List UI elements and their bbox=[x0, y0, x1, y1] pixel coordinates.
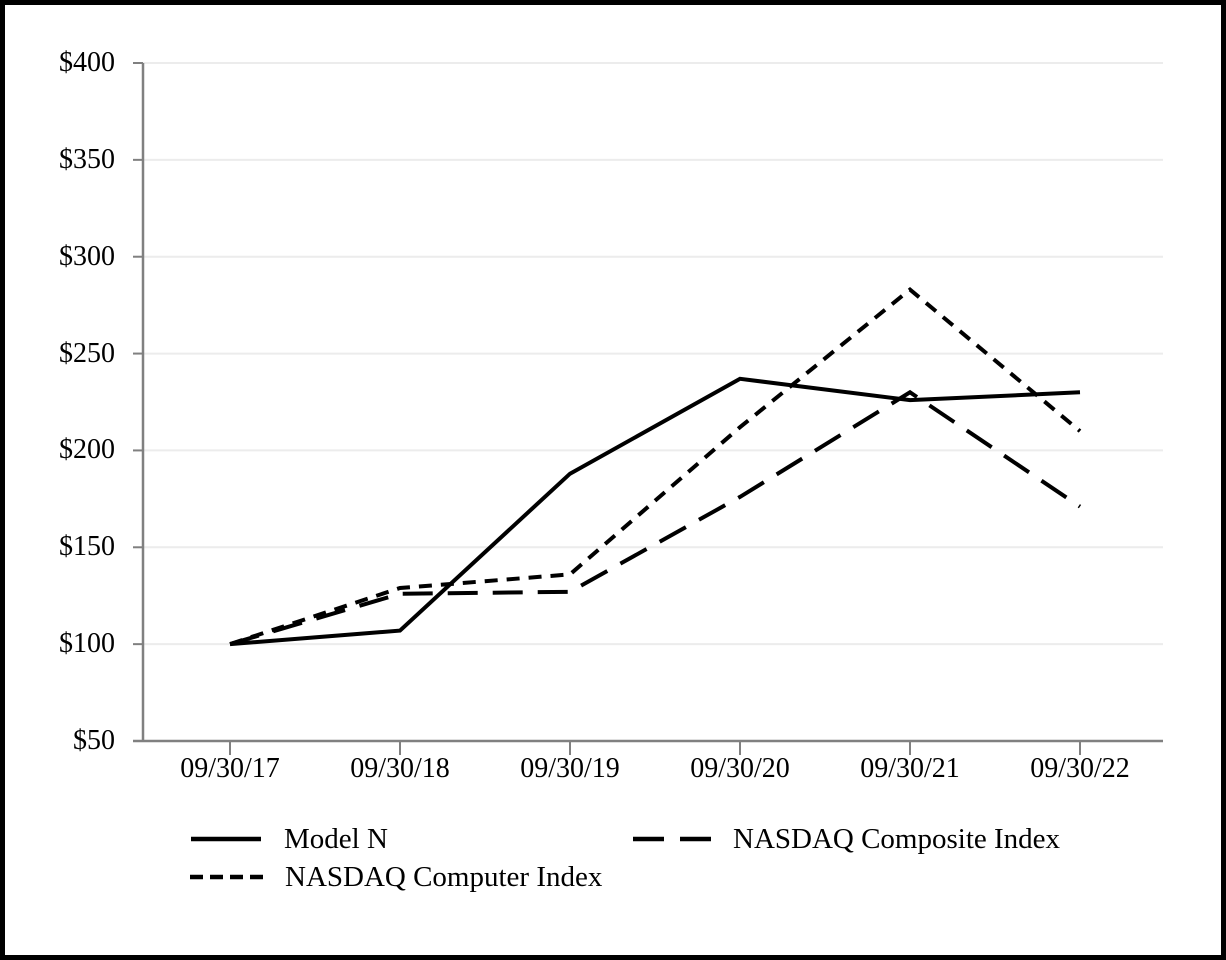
legend-item-nasdaq-computer: NASDAQ Computer Index bbox=[190, 859, 602, 895]
series-line-nasdaq-composite-index bbox=[229, 389, 1082, 647]
solid-line-swatch bbox=[191, 836, 261, 842]
y-axis-tick-label: $250 bbox=[59, 337, 115, 369]
x-axis-tick-label: 09/30/21 bbox=[860, 753, 960, 784]
legend-item-model-n: Model N bbox=[190, 821, 388, 857]
y-axis-tick-label: $400 bbox=[59, 47, 115, 78]
legend-label-model-n: Model N bbox=[284, 823, 388, 855]
y-axis-tick-label: $150 bbox=[59, 531, 115, 563]
y-axis-tick-label: $50 bbox=[73, 725, 115, 756]
legend-item-nasdaq-composite: NASDAQ Composite Index bbox=[633, 821, 1060, 857]
series-line-model-n bbox=[229, 376, 1081, 647]
y-axis-tick-label: $350 bbox=[59, 143, 115, 175]
y-axis-tick-label: $200 bbox=[59, 434, 115, 466]
x-axis-tick-label: 09/30/18 bbox=[350, 753, 450, 784]
legend-label-nasdaq-composite: NASDAQ Composite Index bbox=[733, 823, 1061, 855]
y-axis-tick-label: $100 bbox=[59, 628, 115, 660]
x-axis-tick-label: 09/30/17 bbox=[180, 753, 280, 784]
long-dash-line-swatch bbox=[633, 836, 711, 842]
series-line-nasdaq-computer-index bbox=[229, 287, 1082, 646]
x-axis-tick-label: 09/30/20 bbox=[690, 753, 790, 784]
y-axis-tick-label: $300 bbox=[59, 240, 115, 272]
legend-label-nasdaq-computer: NASDAQ Computer Index bbox=[285, 861, 603, 893]
short-dash-line-swatch bbox=[190, 874, 263, 880]
x-axis-tick-label: 09/30/19 bbox=[520, 753, 620, 784]
x-axis-tick-label: 09/30/22 bbox=[1030, 753, 1130, 784]
